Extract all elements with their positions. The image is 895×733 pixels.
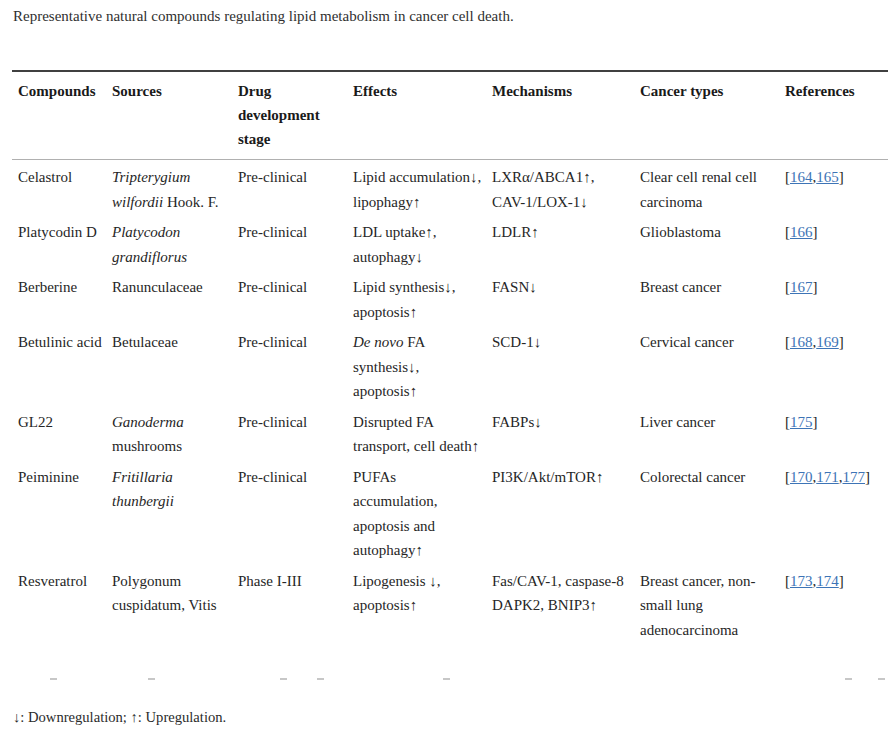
mechanisms-cell: SCD-1↓ bbox=[492, 325, 640, 405]
table-row: BerberineRanunculaceae Pre-clinicalLipid … bbox=[12, 270, 888, 325]
cancer-types-cell: Liver cancer bbox=[640, 405, 785, 460]
compound-cell: Betulinic acid bbox=[12, 325, 112, 405]
table-header: CompoundsSourcesDrug development stageEf… bbox=[12, 71, 888, 160]
table-header-row: CompoundsSourcesDrug development stageEf… bbox=[12, 71, 888, 160]
reference-link[interactable]: 173 bbox=[790, 573, 813, 589]
table-caption: Representative natural compounds regulat… bbox=[13, 5, 873, 27]
text: Polygonum cuspidatum, Vitis bbox=[112, 573, 217, 614]
table-row: CelastrolTripterygium wilfordii Hook. F.… bbox=[12, 160, 888, 216]
references-cell: [173,174] bbox=[785, 564, 888, 644]
column-header-compounds: Compounds bbox=[12, 71, 112, 160]
cancer-types-cell: Breast cancer, non-small lung adenocarci… bbox=[640, 564, 785, 644]
effects-cell: Lipid accumulation↓, lipophagy↑ bbox=[353, 160, 492, 216]
references-cell: [164,165] bbox=[785, 160, 888, 216]
mechanisms-cell: PI3K/Akt/mTOR↑ bbox=[492, 460, 640, 564]
stage-cell: Pre-clinical bbox=[238, 160, 353, 216]
table-row: Betulinic acidBetulaceae Pre-clinicalDe n… bbox=[12, 325, 888, 405]
italic-text: Platycodon grandiflorus bbox=[112, 224, 187, 265]
cancer-types-cell: Breast cancer bbox=[640, 270, 785, 325]
cancer-types-cell: Clear cell renal cell carcinoma bbox=[640, 160, 785, 216]
mechanisms-cell: LXRα/ABCA1↑, CAV-1/LOX-1↓ bbox=[492, 160, 640, 216]
cancer-types-cell: Cervical cancer bbox=[640, 325, 785, 405]
references-cell: [175] bbox=[785, 405, 888, 460]
source-cell: Platycodon grandiflorus bbox=[112, 215, 238, 270]
text: Lipid synthesis↓, apoptosis↑ bbox=[353, 279, 456, 320]
mechanisms-cell: FABPs↓ bbox=[492, 405, 640, 460]
reference-link[interactable]: 165 bbox=[816, 169, 839, 185]
effects-cell: PUFAs accumulation, apoptosis and autoph… bbox=[353, 460, 492, 564]
table-body: CelastrolTripterygium wilfordii Hook. F.… bbox=[12, 160, 888, 644]
text: Betulaceae bbox=[112, 334, 178, 350]
italic-text: Ganoderma bbox=[112, 414, 184, 430]
text: mushrooms bbox=[112, 438, 182, 454]
column-header-cancer-types: Cancer types bbox=[640, 71, 785, 160]
compounds-table-container: CompoundsSourcesDrug development stageEf… bbox=[12, 70, 888, 643]
reference-link[interactable]: 170 bbox=[790, 469, 813, 485]
compound-cell: Peiminine bbox=[12, 460, 112, 564]
table-row: Platycodin DPlatycodon grandiflorus Pre-c… bbox=[12, 215, 888, 270]
reference-link[interactable]: 171 bbox=[816, 469, 839, 485]
effects-cell: Lipogenesis ↓, apoptosis↑ bbox=[353, 564, 492, 644]
mechanisms-cell: FASN↓ bbox=[492, 270, 640, 325]
mechanisms-cell: Fas/CAV-1, caspase-8 DAPK2, BNIP3↑ bbox=[492, 564, 640, 644]
column-header-mechanisms: Mechanisms bbox=[492, 71, 640, 160]
source-cell: Ranunculaceae bbox=[112, 270, 238, 325]
references-cell: [168,169] bbox=[785, 325, 888, 405]
text: PUFAs accumulation, apoptosis and autoph… bbox=[353, 469, 438, 559]
source-cell: Fritillaria thunbergii bbox=[112, 460, 238, 564]
italic-text: Fritillaria thunbergii bbox=[112, 469, 174, 510]
stage-cell: Pre-clinical bbox=[238, 460, 353, 564]
effects-cell: De novo FA synthesis↓, apoptosis↑ bbox=[353, 325, 492, 405]
reference-link[interactable]: 174 bbox=[816, 573, 839, 589]
compound-cell: Berberine bbox=[12, 270, 112, 325]
reference-link[interactable]: 166 bbox=[790, 224, 813, 240]
table-footnote: ↓: Downregulation; ↑: Upregulation. bbox=[13, 706, 226, 728]
reference-link[interactable]: 177 bbox=[843, 469, 866, 485]
reference-link[interactable]: 164 bbox=[790, 169, 813, 185]
reference-link[interactable]: 168 bbox=[790, 334, 813, 350]
compound-cell: Celastrol bbox=[12, 160, 112, 216]
compound-cell: GL22 bbox=[12, 405, 112, 460]
stage-cell: Pre-clinical bbox=[238, 325, 353, 405]
cancer-types-cell: Colorectal cancer bbox=[640, 460, 785, 564]
stage-cell: Pre-clinical bbox=[238, 215, 353, 270]
references-cell: [166] bbox=[785, 215, 888, 270]
text: Disrupted FA transport, cell death↑ bbox=[353, 414, 479, 455]
column-header-effects: Effects bbox=[353, 71, 492, 160]
text: LDL uptake↑, autophagy↓ bbox=[353, 224, 437, 265]
effects-cell: Lipid synthesis↓, apoptosis↑ bbox=[353, 270, 492, 325]
clipped-next-row bbox=[12, 677, 888, 681]
references-cell: [170,171,177] bbox=[785, 460, 888, 564]
effects-cell: LDL uptake↑, autophagy↓ bbox=[353, 215, 492, 270]
column-header-sources: Sources bbox=[112, 71, 238, 160]
reference-link[interactable]: 175 bbox=[790, 414, 813, 430]
text: Lipogenesis ↓, apoptosis↑ bbox=[353, 573, 441, 614]
stage-cell: Pre-clinical bbox=[238, 270, 353, 325]
source-cell: Polygonum cuspidatum, Vitis bbox=[112, 564, 238, 644]
compound-cell: Platycodin D bbox=[12, 215, 112, 270]
source-cell: Betulaceae bbox=[112, 325, 238, 405]
column-header-drug-development-stage: Drug development stage bbox=[238, 71, 353, 160]
stage-cell: Phase I-III bbox=[238, 564, 353, 644]
compound-cell: Resveratrol bbox=[12, 564, 112, 644]
table-row: PeiminineFritillaria thunbergii Pre-clini… bbox=[12, 460, 888, 564]
cancer-types-cell: Glioblastoma bbox=[640, 215, 785, 270]
table-row: ResveratrolPolygonum cuspidatum, Vitis Ph… bbox=[12, 564, 888, 644]
reference-link[interactable]: 169 bbox=[816, 334, 839, 350]
source-cell: Ganoderma mushrooms bbox=[112, 405, 238, 460]
effects-cell: Disrupted FA transport, cell death↑ bbox=[353, 405, 492, 460]
italic-text: De novo bbox=[353, 334, 403, 350]
text: Lipid accumulation↓, lipophagy↑ bbox=[353, 169, 481, 210]
reference-link[interactable]: 167 bbox=[790, 279, 813, 295]
stage-cell: Pre-clinical bbox=[238, 405, 353, 460]
text: Hook. F. bbox=[163, 194, 218, 210]
compounds-table: CompoundsSourcesDrug development stageEf… bbox=[12, 70, 888, 643]
source-cell: Tripterygium wilfordii Hook. F. bbox=[112, 160, 238, 216]
text: Ranunculaceae bbox=[112, 279, 203, 295]
column-header-references: References bbox=[785, 71, 888, 160]
references-cell: [167] bbox=[785, 270, 888, 325]
table-row: GL22Ganoderma mushroomsPre-clinicalDisru… bbox=[12, 405, 888, 460]
mechanisms-cell: LDLR↑ bbox=[492, 215, 640, 270]
